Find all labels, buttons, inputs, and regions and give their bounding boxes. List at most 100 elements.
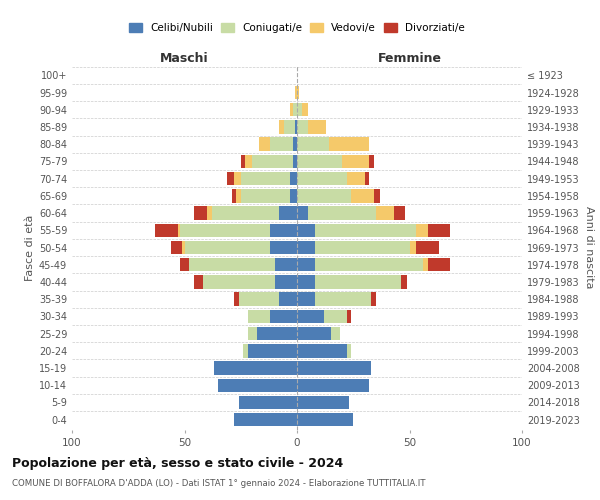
Bar xyxy=(297,275,401,288)
Bar xyxy=(214,362,297,374)
Bar xyxy=(297,362,371,374)
Bar xyxy=(279,292,297,306)
Bar xyxy=(297,362,371,374)
Bar xyxy=(284,120,297,134)
Bar xyxy=(297,362,371,374)
Bar xyxy=(297,275,407,288)
Bar xyxy=(297,413,353,426)
Bar xyxy=(293,103,297,117)
Bar xyxy=(171,241,297,254)
Bar xyxy=(295,120,297,134)
Bar xyxy=(185,241,297,254)
Bar xyxy=(297,310,351,323)
Bar xyxy=(297,189,373,202)
Bar xyxy=(243,344,297,358)
Bar xyxy=(297,138,329,151)
Bar xyxy=(248,327,297,340)
Text: Femmine: Femmine xyxy=(377,52,442,65)
Bar xyxy=(239,396,297,409)
Bar xyxy=(297,378,369,392)
Text: COMUNE DI BOFFALORA D'ADDA (LO) - Dati ISTAT 1° gennaio 2024 - Elaborazione TUTT: COMUNE DI BOFFALORA D'ADDA (LO) - Dati I… xyxy=(12,479,425,488)
Bar xyxy=(297,103,308,117)
Bar xyxy=(297,138,369,151)
Bar xyxy=(234,413,297,426)
Bar xyxy=(297,86,299,100)
Bar xyxy=(234,413,297,426)
Bar xyxy=(297,378,369,392)
Bar xyxy=(293,138,297,151)
Bar xyxy=(155,224,297,237)
Bar xyxy=(239,396,297,409)
Bar xyxy=(275,275,297,288)
Bar xyxy=(270,241,297,254)
Bar xyxy=(297,344,351,358)
Bar xyxy=(295,86,297,100)
Bar xyxy=(297,396,349,409)
Bar xyxy=(297,413,353,426)
Bar xyxy=(297,327,340,340)
Bar xyxy=(207,206,297,220)
Bar xyxy=(279,120,297,134)
Bar xyxy=(189,258,297,272)
Bar xyxy=(234,413,297,426)
Bar xyxy=(245,154,297,168)
Bar xyxy=(297,378,369,392)
Bar xyxy=(203,275,297,288)
Bar xyxy=(279,206,297,220)
Bar xyxy=(297,138,369,151)
Bar xyxy=(297,327,331,340)
Bar xyxy=(214,362,297,374)
Bar xyxy=(270,224,297,237)
Bar xyxy=(297,292,371,306)
Bar xyxy=(218,378,297,392)
Bar xyxy=(297,241,439,254)
Bar xyxy=(297,310,347,323)
Bar xyxy=(257,327,297,340)
Bar xyxy=(234,413,297,426)
Bar xyxy=(297,258,450,272)
Legend: Celibi/Nubili, Coniugati/e, Vedovi/e, Divorziati/e: Celibi/Nubili, Coniugati/e, Vedovi/e, Di… xyxy=(125,19,469,38)
Bar xyxy=(297,206,376,220)
Bar xyxy=(227,172,297,186)
Bar xyxy=(297,206,308,220)
Bar xyxy=(297,396,349,409)
Bar xyxy=(214,362,297,374)
Bar xyxy=(248,344,297,358)
Text: Popolazione per età, sesso e stato civile - 2024: Popolazione per età, sesso e stato civil… xyxy=(12,458,343,470)
Bar xyxy=(297,258,427,272)
Bar xyxy=(241,189,297,202)
Bar xyxy=(297,241,409,254)
Bar xyxy=(218,378,297,392)
Bar xyxy=(243,344,297,358)
Bar xyxy=(297,103,308,117)
Y-axis label: Anni di nascita: Anni di nascita xyxy=(584,206,594,289)
Bar xyxy=(297,86,299,100)
Bar xyxy=(297,103,302,117)
Bar xyxy=(248,310,297,323)
Bar xyxy=(193,275,297,288)
Bar xyxy=(241,172,297,186)
Bar xyxy=(180,258,297,272)
Bar xyxy=(297,413,353,426)
Bar xyxy=(295,86,297,100)
Bar xyxy=(270,310,297,323)
Bar xyxy=(239,396,297,409)
Bar xyxy=(239,292,297,306)
Bar xyxy=(241,154,297,168)
Bar xyxy=(297,292,376,306)
Bar xyxy=(275,258,297,272)
Bar xyxy=(297,224,315,237)
Bar xyxy=(178,224,297,237)
Bar xyxy=(212,206,297,220)
Bar xyxy=(297,344,351,358)
Bar xyxy=(297,258,423,272)
Bar xyxy=(279,120,297,134)
Bar xyxy=(234,292,297,306)
Bar xyxy=(297,292,371,306)
Bar xyxy=(248,310,297,323)
Bar xyxy=(297,224,416,237)
Bar xyxy=(297,172,369,186)
Bar xyxy=(297,344,351,358)
Bar xyxy=(218,378,297,392)
Bar xyxy=(297,172,347,186)
